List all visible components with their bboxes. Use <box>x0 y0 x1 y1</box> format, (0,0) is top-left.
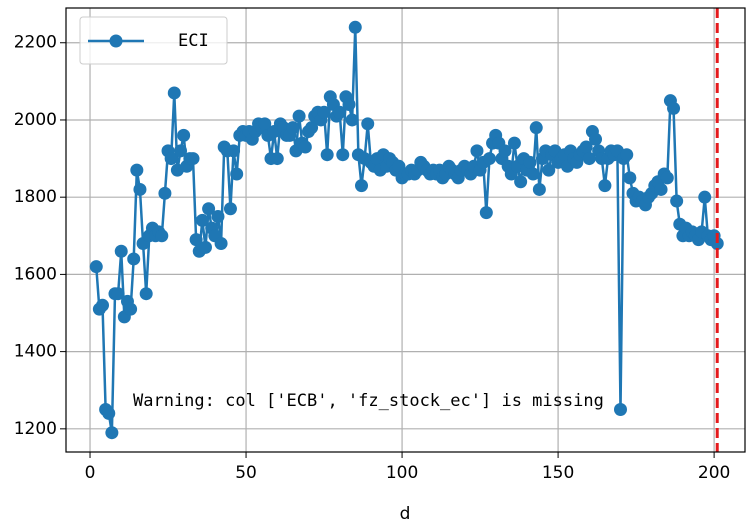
x-tick-label: 150 <box>542 463 574 483</box>
marker <box>186 152 200 166</box>
marker <box>345 113 359 127</box>
marker <box>111 287 125 301</box>
marker <box>195 213 209 227</box>
marker <box>361 117 375 131</box>
marker <box>710 237 724 251</box>
annotation: Warning: col ['ECB', 'fz_stock_ec'] is m… <box>133 391 604 411</box>
marker <box>532 182 546 196</box>
marker <box>230 167 244 181</box>
marker <box>211 209 225 223</box>
series-line <box>95 27 719 433</box>
legend-box <box>79 16 228 65</box>
marker <box>470 144 484 158</box>
marker <box>482 152 496 166</box>
marker <box>130 163 144 177</box>
marker <box>654 182 668 196</box>
y-tick-label: 2000 <box>14 110 57 130</box>
marker <box>158 186 172 200</box>
marker <box>523 155 537 169</box>
marker <box>698 190 712 204</box>
x-tick-label: 50 <box>235 463 257 483</box>
marker <box>298 140 312 154</box>
marker <box>223 202 237 216</box>
plot-frame <box>65 7 746 453</box>
marker <box>202 202 216 216</box>
marker <box>355 179 369 193</box>
legend-marker <box>109 34 123 48</box>
marker <box>270 152 284 166</box>
marker <box>526 167 540 181</box>
marker <box>114 244 128 258</box>
marker <box>214 237 228 251</box>
marker <box>542 163 556 177</box>
marker <box>174 144 188 158</box>
marker <box>342 98 356 112</box>
legend-label: ECI <box>178 31 209 51</box>
marker <box>333 105 347 119</box>
marker <box>198 240 212 254</box>
marker <box>286 121 300 135</box>
marker <box>164 152 178 166</box>
marker <box>320 148 334 162</box>
marker <box>258 117 272 131</box>
marker <box>227 144 241 158</box>
marker <box>667 101 681 115</box>
y-tick-label: 1600 <box>14 264 57 284</box>
marker <box>529 121 543 135</box>
marker <box>124 302 138 316</box>
marker <box>167 86 181 100</box>
marker <box>127 252 141 266</box>
x-tick-label: 100 <box>386 463 418 483</box>
marker <box>613 403 627 417</box>
x-axis-label: d <box>400 504 411 524</box>
marker <box>579 140 593 154</box>
marker <box>336 148 350 162</box>
y-tick-label: 1800 <box>14 187 57 207</box>
marker <box>96 298 110 312</box>
marker <box>623 171 637 185</box>
marker <box>620 148 634 162</box>
marker <box>498 144 512 158</box>
marker <box>479 206 493 220</box>
marker <box>305 121 319 135</box>
marker <box>139 287 153 301</box>
marker <box>102 406 116 420</box>
y-tick-label: 1200 <box>14 419 57 439</box>
marker <box>189 233 203 247</box>
marker <box>670 194 684 208</box>
plot <box>89 20 724 440</box>
y-tick-label: 2200 <box>14 33 57 53</box>
marker <box>582 152 596 166</box>
x-tick-label: 200 <box>698 463 730 483</box>
marker <box>660 171 674 185</box>
marker <box>507 136 521 150</box>
marker <box>133 182 147 196</box>
y-tick-label: 1400 <box>14 342 57 362</box>
marker <box>292 109 306 123</box>
marker <box>598 179 612 193</box>
marker <box>105 426 119 440</box>
marker <box>89 260 103 274</box>
marker <box>514 175 528 189</box>
marker <box>317 105 331 119</box>
marker <box>348 20 362 34</box>
marker <box>177 128 191 142</box>
marker <box>589 132 603 146</box>
marker <box>155 229 169 243</box>
x-tick-label: 0 <box>85 463 96 483</box>
